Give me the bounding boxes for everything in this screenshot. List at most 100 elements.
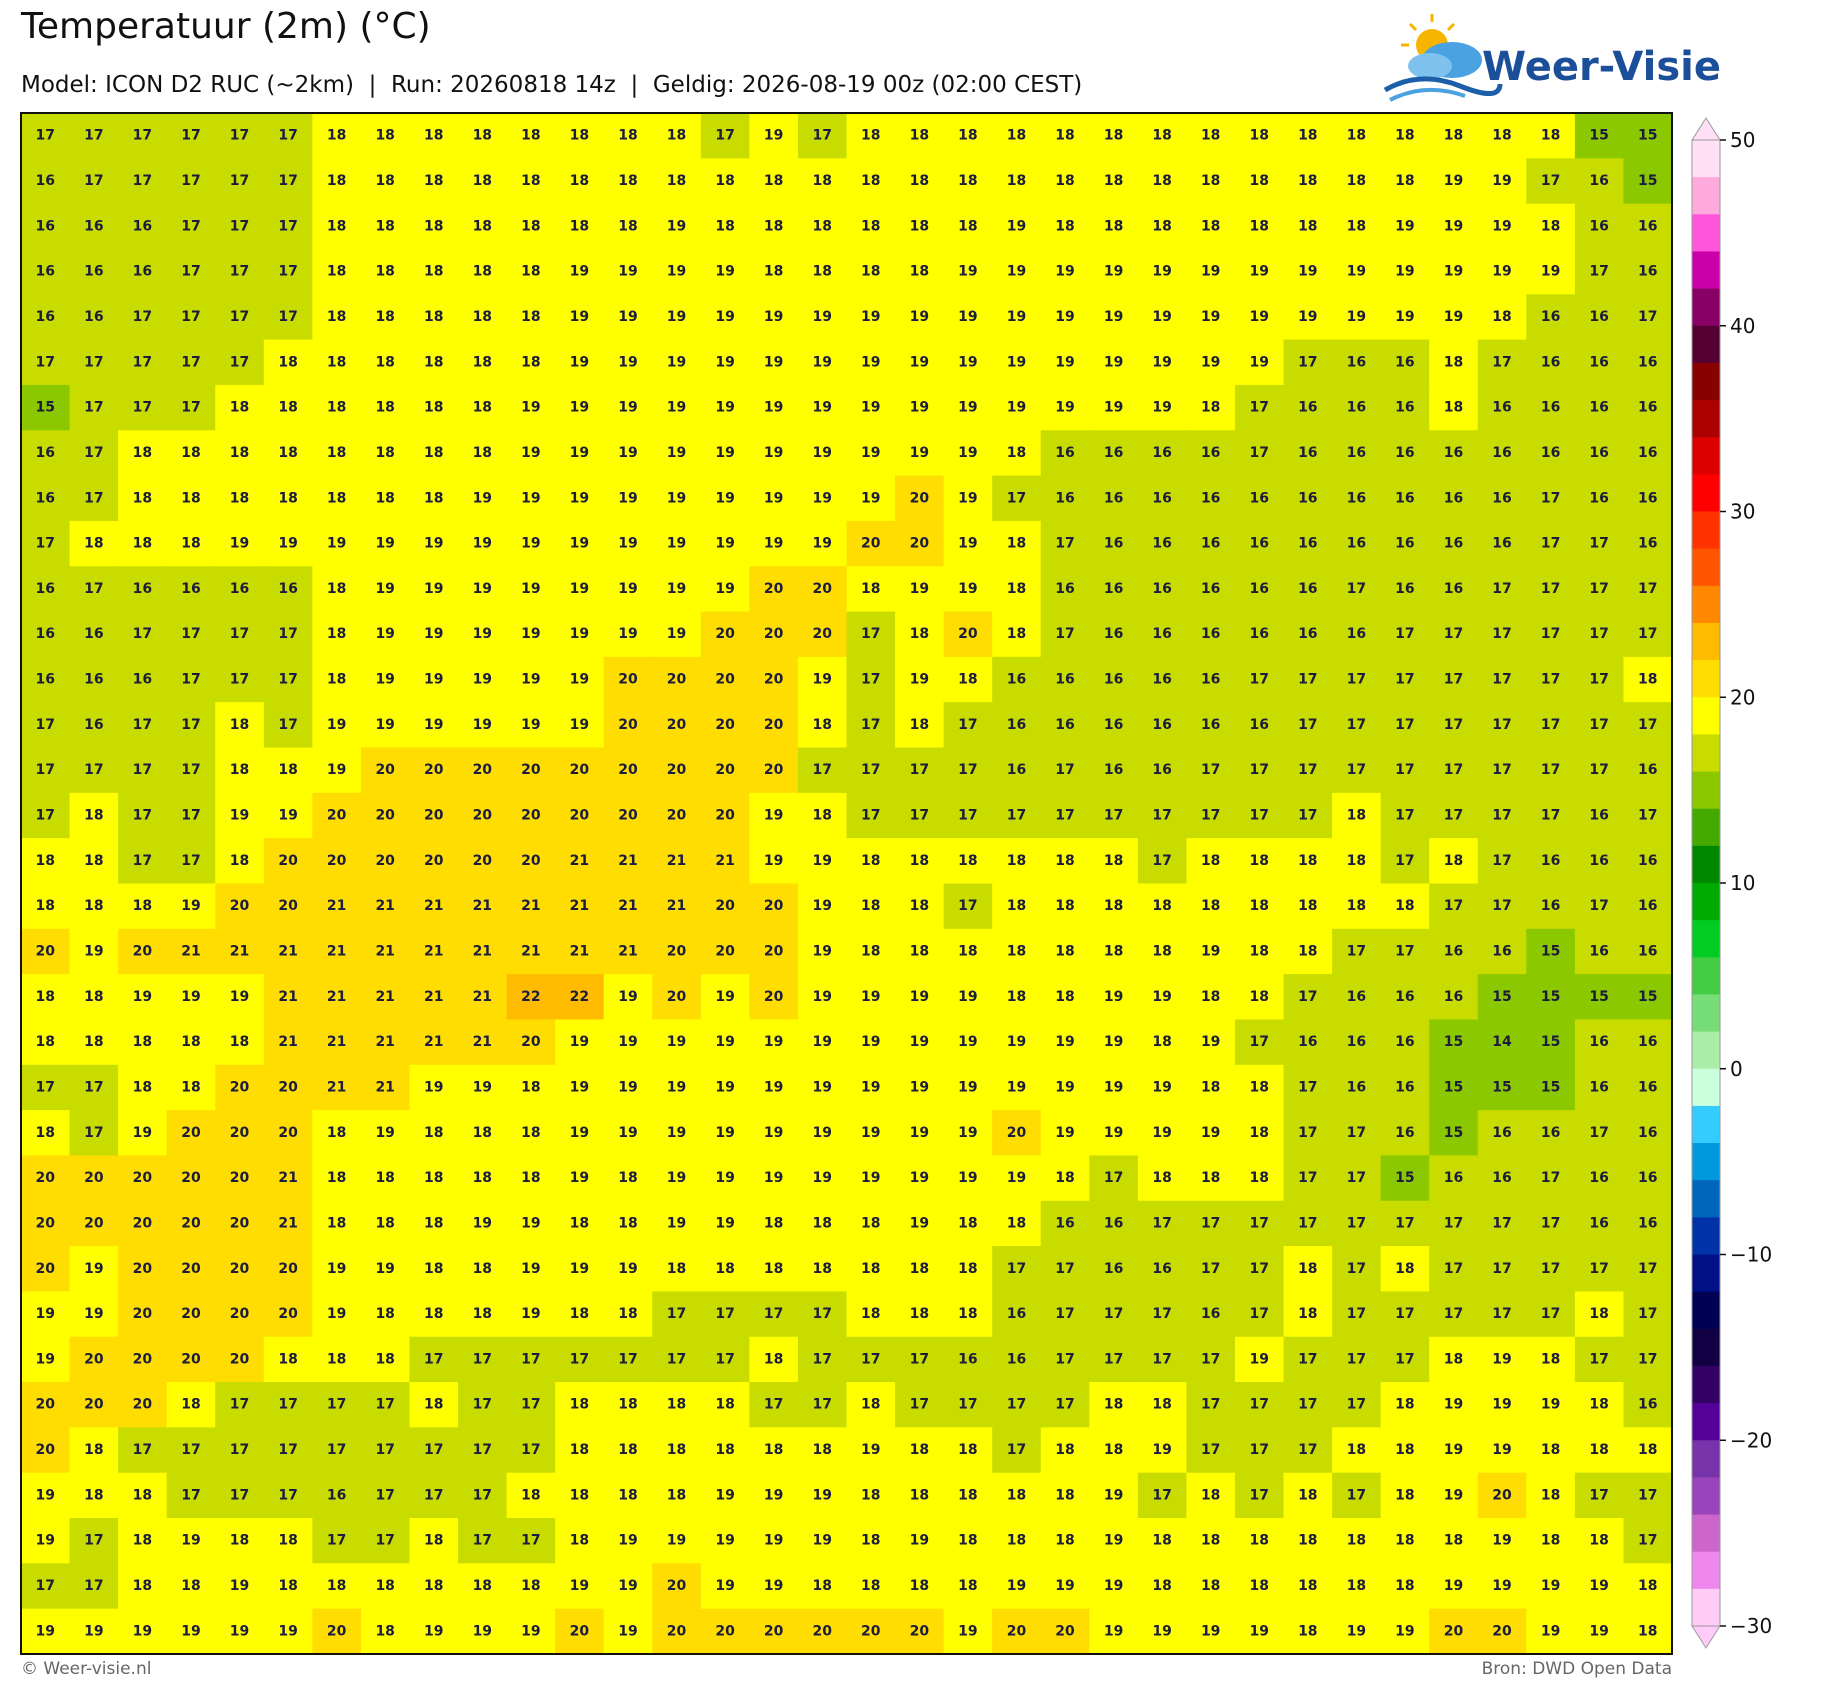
temperature-label: 18 (1201, 1170, 1220, 1186)
temperature-cell (1040, 1291, 1090, 1338)
temperature-cell (69, 520, 119, 567)
temperature-label: 19 (910, 1215, 929, 1231)
temperature-cell (118, 520, 168, 567)
temperature-label: 19 (861, 490, 880, 506)
temperature-label: 18 (230, 400, 249, 416)
temperature-label: 19 (958, 309, 977, 325)
temperature-cell (1574, 611, 1624, 658)
colorbar-band (1692, 697, 1720, 735)
temperature-label: 19 (1541, 264, 1560, 280)
temperature-cell (1234, 1563, 1285, 1610)
temperature-label: 18 (84, 536, 103, 552)
temperature-cell (1137, 1427, 1187, 1474)
temperature-label: 18 (327, 490, 346, 506)
temperature-label: 19 (1104, 400, 1123, 416)
temperature-label: 17 (1541, 1215, 1560, 1231)
temperature-label: 20 (861, 536, 881, 552)
temperature-cell (215, 1200, 265, 1247)
temperature-cell (1526, 475, 1576, 522)
temperature-label: 20 (375, 762, 395, 778)
temperature-label: 19 (764, 309, 783, 325)
temperature-label: 19 (1298, 264, 1317, 280)
temperature-cell (895, 1064, 945, 1111)
temperature-cell (797, 702, 847, 749)
colorbar-band (1692, 1143, 1720, 1181)
temperature-cell (409, 1064, 459, 1111)
temperature-cell (1429, 203, 1479, 250)
temperature-label: 18 (618, 128, 637, 144)
temperature-label: 19 (715, 309, 734, 325)
temperature-label: 19 (764, 400, 783, 416)
temperature-cell (1137, 702, 1187, 749)
temperature-cell (458, 520, 508, 567)
temperature-label: 17 (1201, 1215, 1220, 1231)
temperature-cell (1526, 1518, 1576, 1564)
temperature-label: 17 (1298, 1351, 1317, 1367)
temperature-cell (118, 1200, 168, 1247)
temperature-label: 18 (1152, 128, 1171, 144)
temperature-label: 20 (715, 943, 735, 959)
temperature-cell (360, 1472, 410, 1519)
temperature-label: 19 (715, 1034, 734, 1050)
temperature-label: 17 (1541, 626, 1560, 642)
temperature-label: 19 (1250, 264, 1269, 280)
temperature-cell (700, 1019, 750, 1066)
temperature-label: 18 (1250, 943, 1269, 959)
temperature-label: 18 (1007, 1533, 1026, 1549)
temperature-cell (1137, 838, 1187, 884)
temperature-cell (1137, 339, 1187, 386)
temperature-label: 19 (36, 1533, 55, 1549)
temperature-label: 18 (812, 1261, 831, 1277)
temperature-cell (166, 1064, 216, 1111)
temperature-label: 16 (1492, 490, 1511, 506)
temperature-label: 17 (1638, 626, 1657, 642)
temperature-cell (1332, 1246, 1382, 1292)
temperature-cell (846, 1518, 896, 1564)
temperature-cell (943, 113, 993, 159)
temperature-label: 16 (1152, 581, 1171, 597)
temperature-cell (312, 113, 362, 159)
temperature-cell (118, 1291, 168, 1338)
temperature-label: 17 (1347, 717, 1366, 733)
temperature-label: 17 (1395, 672, 1414, 688)
temperature-cell (1526, 1382, 1576, 1428)
temperature-cell (1283, 430, 1333, 477)
temperature-cell (846, 747, 896, 794)
temperature-label: 16 (1298, 445, 1317, 461)
temperature-cell (1623, 1563, 1673, 1610)
temperature-cell (1380, 475, 1430, 522)
temperature-cell (506, 1019, 556, 1066)
temperature-label: 17 (1055, 536, 1074, 552)
colorbar-band (1692, 1217, 1720, 1255)
temperature-label: 17 (1250, 1215, 1269, 1231)
temperature-label: 16 (230, 581, 249, 597)
temperature-label: 17 (36, 762, 55, 778)
temperature-label: 16 (1492, 943, 1511, 959)
temperature-label: 19 (327, 762, 346, 778)
temperature-label: 21 (570, 943, 589, 959)
temperature-cell (1380, 203, 1430, 250)
temperature-label: 17 (84, 173, 103, 189)
temperature-label: 16 (1492, 445, 1511, 461)
temperature-label: 19 (1152, 1442, 1171, 1458)
temperature-cell (1283, 113, 1333, 159)
temperature-cell (409, 430, 459, 477)
temperature-label: 19 (958, 536, 977, 552)
temperature-label: 16 (1298, 400, 1317, 416)
temperature-label: 19 (1395, 309, 1414, 325)
temperature-cell (69, 1472, 119, 1519)
temperature-label: 17 (181, 309, 200, 325)
temperature-label: 16 (1201, 490, 1220, 506)
temperature-cell (458, 611, 508, 658)
temperature-cell (506, 203, 556, 250)
temperature-label: 19 (715, 400, 734, 416)
temperature-cell (603, 928, 653, 975)
temperature-label: 19 (812, 309, 831, 325)
temperature-cell (1332, 1518, 1382, 1564)
temperature-label: 19 (910, 309, 929, 325)
temperature-cell (21, 1200, 71, 1247)
temperature-cell (1186, 1200, 1236, 1247)
temperature-cell (1186, 611, 1236, 658)
temperature-cell (215, 1246, 265, 1292)
temperature-label: 22 (521, 989, 540, 1005)
